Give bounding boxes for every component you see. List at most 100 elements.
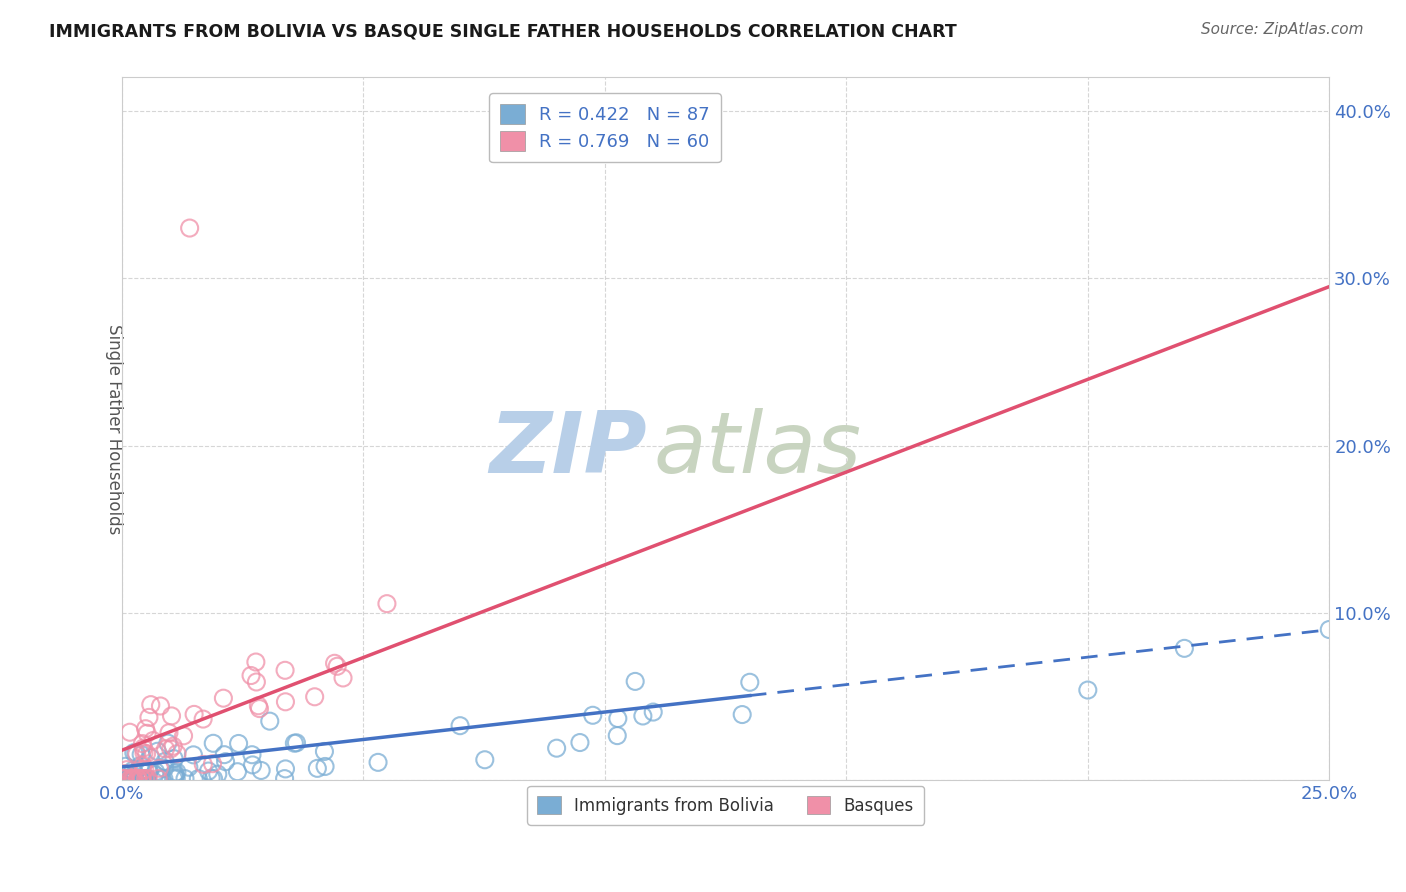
Point	[114, 759, 136, 773]
Point	[114, 772, 136, 786]
Point	[121, 772, 143, 786]
Point	[134, 772, 156, 786]
Point	[240, 747, 263, 762]
Point	[142, 733, 165, 747]
Point	[122, 769, 145, 783]
Point	[132, 746, 155, 760]
Point	[127, 772, 149, 786]
Point	[643, 705, 665, 719]
Point	[274, 663, 297, 677]
Point	[127, 772, 149, 786]
Point	[274, 762, 297, 776]
Point	[125, 747, 148, 761]
Point	[120, 772, 142, 786]
Point	[249, 701, 271, 715]
Point	[160, 709, 183, 723]
Point	[129, 758, 152, 772]
Point	[114, 772, 136, 786]
Point	[153, 754, 176, 768]
Point	[157, 725, 180, 739]
Point	[156, 736, 179, 750]
Point	[191, 712, 214, 726]
Point	[120, 772, 142, 786]
Point	[150, 772, 173, 786]
Point	[314, 744, 336, 758]
Point	[1317, 623, 1340, 637]
Point	[285, 736, 308, 750]
Point	[474, 753, 496, 767]
Text: IMMIGRANTS FROM BOLIVIA VS BASQUE SINGLE FATHER HOUSEHOLDS CORRELATION CHART: IMMIGRANTS FROM BOLIVIA VS BASQUE SINGLE…	[49, 22, 957, 40]
Point	[165, 772, 187, 786]
Point	[307, 761, 329, 775]
Point	[127, 772, 149, 786]
Point	[259, 714, 281, 728]
Point	[131, 772, 153, 786]
Point	[183, 707, 205, 722]
Point	[326, 659, 349, 673]
Point	[273, 772, 295, 786]
Point	[314, 759, 336, 773]
Point	[112, 767, 135, 781]
Legend: Immigrants from Bolivia, Basques: Immigrants from Bolivia, Basques	[527, 786, 924, 825]
Point	[135, 722, 157, 736]
Point	[174, 772, 197, 786]
Point	[155, 742, 177, 756]
Point	[112, 772, 135, 786]
Text: Source: ZipAtlas.com: Source: ZipAtlas.com	[1201, 22, 1364, 37]
Text: atlas: atlas	[654, 409, 862, 491]
Point	[245, 655, 267, 669]
Point	[606, 711, 628, 725]
Point	[128, 772, 150, 786]
Point	[134, 763, 156, 777]
Point	[149, 698, 172, 713]
Point	[122, 764, 145, 778]
Point	[212, 691, 235, 706]
Point	[731, 707, 754, 722]
Point	[582, 708, 605, 723]
Point	[132, 741, 155, 756]
Point	[177, 760, 200, 774]
Point	[247, 698, 270, 713]
Point	[121, 772, 143, 786]
Point	[122, 772, 145, 786]
Point	[159, 742, 181, 756]
Point	[173, 729, 195, 743]
Point	[568, 735, 591, 749]
Y-axis label: Single Father Households: Single Father Households	[105, 324, 124, 534]
Point	[136, 772, 159, 786]
Point	[162, 772, 184, 786]
Point	[187, 772, 209, 786]
Point	[148, 772, 170, 786]
Point	[118, 772, 141, 786]
Point	[124, 766, 146, 780]
Point	[132, 772, 155, 786]
Point	[214, 755, 236, 769]
Point	[122, 772, 145, 786]
Point	[121, 772, 143, 786]
Point	[132, 772, 155, 786]
Point	[201, 756, 224, 771]
Point	[546, 741, 568, 756]
Point	[131, 772, 153, 786]
Point	[136, 726, 159, 740]
Point	[449, 719, 471, 733]
Point	[148, 761, 170, 775]
Point	[332, 671, 354, 685]
Point	[125, 746, 148, 760]
Point	[228, 736, 250, 750]
Point	[136, 772, 159, 786]
Point	[207, 767, 229, 781]
Point	[115, 771, 138, 785]
Point	[146, 744, 169, 758]
Point	[145, 764, 167, 779]
Point	[120, 772, 142, 786]
Point	[138, 764, 160, 779]
Point	[138, 710, 160, 724]
Point	[193, 757, 215, 772]
Point	[124, 772, 146, 786]
Point	[165, 768, 187, 782]
Point	[132, 758, 155, 772]
Point	[131, 772, 153, 786]
Point	[138, 764, 160, 778]
Point	[624, 674, 647, 689]
